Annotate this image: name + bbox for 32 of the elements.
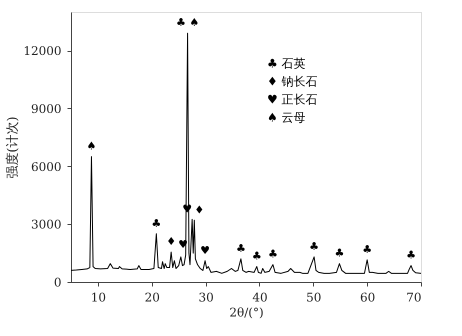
y-tick-label: 12000 (23, 44, 62, 58)
annotation: ♣ 石英 (267, 56, 306, 70)
annotation: ♣ (151, 216, 162, 230)
y-tick-label: 3000 (30, 218, 62, 232)
x-tick-label: 30 (198, 290, 214, 304)
annotation: ♣ (406, 248, 416, 262)
annotation: ♦ (166, 235, 176, 248)
annotation: ♠ 云母 (267, 110, 306, 124)
annotation: ♣ (362, 242, 372, 256)
annotation: ♦ (194, 203, 204, 216)
annotation: ♣ (236, 242, 246, 255)
annotation: ♣ (309, 240, 320, 253)
y-axis-title: 强度(计次) (4, 116, 20, 179)
x-tick-label: 20 (144, 290, 160, 304)
annotation: ♣ (252, 250, 262, 263)
annotation: ♣ (268, 248, 278, 261)
y-tick-label: 9000 (30, 102, 62, 116)
y-tick-label: 0 (54, 276, 62, 290)
annotation: ♠ (86, 140, 96, 153)
annotation: ♥ 正长石 (267, 92, 318, 106)
x-tick-label: 70 (406, 290, 422, 304)
x-axis-title: 2θ/(°) (229, 306, 264, 320)
x-tick-label: 60 (360, 290, 376, 304)
annotation: ♦ 钠长石 (267, 74, 318, 88)
annotation: ♣ (334, 246, 344, 260)
x-tick-label: 50 (306, 290, 322, 304)
annotation: ♣ ♠ (176, 16, 200, 30)
x-tick-label: 40 (252, 290, 268, 304)
x-tick-label: 10 (90, 290, 106, 304)
y-tick-label: 6000 (30, 160, 62, 174)
line-series (70, 32, 422, 274)
annotation: ♥ (200, 244, 210, 257)
